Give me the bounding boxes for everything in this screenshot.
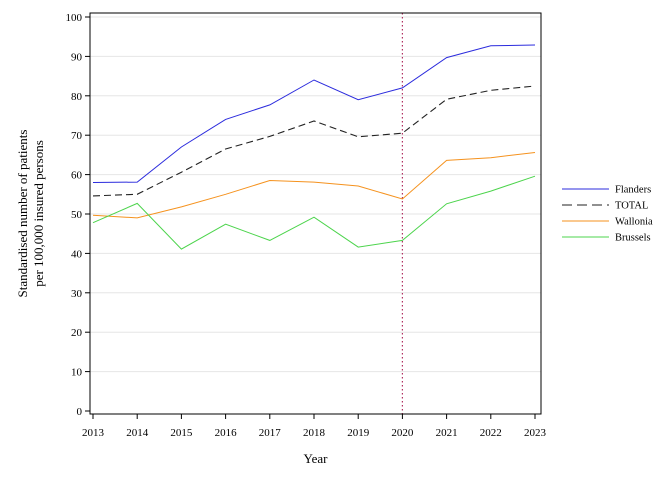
- legend-label-wallonia: Wallonia: [615, 217, 653, 228]
- y-axis-title-line: per 100,000 insured persons: [31, 140, 46, 287]
- series-line-brussels: [92, 175, 536, 250]
- legend: Flanders TOTAL Wallonia Brussels: [562, 185, 653, 244]
- x-tick-label: 2014: [126, 427, 149, 439]
- y-tick-label: 60: [71, 170, 83, 182]
- x-tick-label: 2022: [480, 427, 502, 439]
- legend-label-flanders: Flanders: [615, 185, 651, 196]
- series-layer: [92, 44, 536, 250]
- y-tick-label: 40: [71, 248, 83, 260]
- y-tick-label: 90: [71, 51, 83, 63]
- legend-label-brussels: Brussels: [615, 233, 651, 244]
- y-axis: 0 10 20 30 40 50 60 70 80 90 100: [66, 12, 90, 418]
- series-line-total: [92, 85, 536, 197]
- y-tick-label: 100: [66, 12, 83, 24]
- x-tick-label: 2016: [215, 427, 238, 439]
- y-tick-label: 80: [71, 91, 83, 103]
- x-tick-label: 2020: [391, 427, 414, 439]
- x-tick-label: 2013: [82, 427, 105, 439]
- y-tick-label: 50: [71, 209, 83, 221]
- x-tick-label: 2019: [347, 427, 370, 439]
- y-tick-label: 10: [71, 367, 83, 379]
- legend-label-total: TOTAL: [615, 201, 648, 212]
- x-tick-label: 2017: [259, 427, 282, 439]
- y-axis-title-line: Standardised number of patients: [15, 130, 30, 298]
- y-tick-label: 70: [71, 130, 83, 142]
- x-tick-label: 2023: [524, 427, 547, 439]
- series-line-flanders: [92, 44, 536, 183]
- series-line-wallonia: [92, 152, 536, 219]
- x-axis-title: Year: [304, 451, 329, 466]
- x-tick-label: 2015: [170, 427, 193, 439]
- x-tick-label: 2021: [436, 427, 458, 439]
- y-axis-title: Standardised number of patients per 100,0…: [15, 130, 46, 298]
- y-tick-label: 20: [71, 327, 83, 339]
- x-axis: 2013 2014 2015 2016 2017 2018 2019 2020 2021 2022…: [82, 414, 547, 439]
- x-tick-label: 2018: [303, 427, 326, 439]
- y-tick-label: 0: [77, 406, 83, 418]
- y-tick-label: 30: [71, 288, 83, 300]
- grid-layer: [90, 16, 541, 373]
